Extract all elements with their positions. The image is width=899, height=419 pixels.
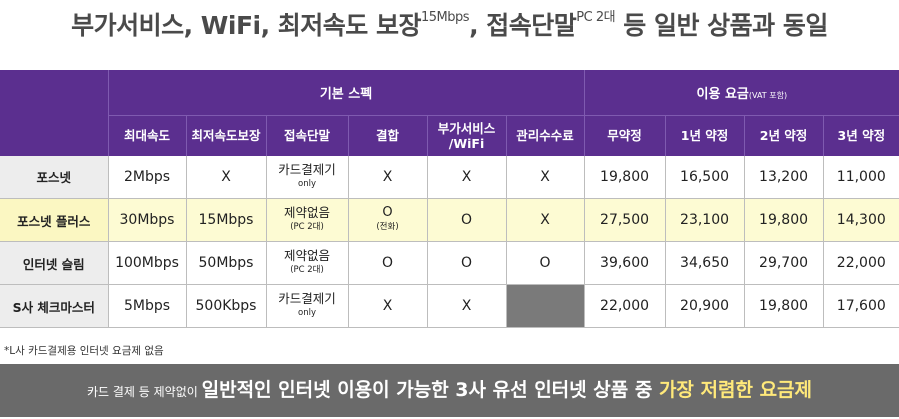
table-row-highlighted: 포스넷 플러스 30Mbps 15Mbps 제약없음 (PC 2대) O (전화) …	[0, 198, 899, 242]
group-header-basic-spec: 기본 스펙	[107, 70, 585, 115]
price-no-contract: 19,800	[583, 155, 666, 199]
device-main: 카드결제기	[278, 161, 336, 177]
group-header-fee: 이용 요금(VAT 포함)	[583, 70, 899, 115]
table-row: 포스넷 2Mbps X 카드결제기 only X X X 19,800 16,50…	[0, 155, 899, 199]
price-2yr: 13,200	[743, 155, 824, 199]
device-sub: (PC 2대)	[290, 222, 324, 232]
vat-note: (VAT 포함)	[748, 90, 788, 100]
table-row: 인터넷 슬림 100Mbps 50Mbps 제약없음 (PC 2대) O O O …	[0, 241, 899, 285]
min-speed-cell: 500Kbps	[185, 284, 266, 328]
price-no-contract: 22,000	[583, 284, 666, 328]
price-3yr: 22,000	[822, 241, 899, 285]
min-speed-cell: X	[185, 155, 266, 199]
bundle-sub: (전화)	[376, 222, 399, 232]
col-header-2yr: 2년 약정	[743, 114, 824, 156]
bundle-cell: O (전화)	[347, 198, 427, 242]
price-2yr: 29,700	[743, 241, 824, 285]
comparison-table: 기본 스펙 이용 요금(VAT 포함) 최대속도 최저속도보장 접속단말 결합 …	[0, 70, 899, 328]
extra-cell: O	[426, 198, 506, 242]
max-speed-cell: 5Mbps	[107, 284, 186, 328]
price-no-contract: 27,500	[583, 198, 666, 242]
device-main: 카드결제기	[278, 291, 336, 306]
mgmt-fee-cell: X	[505, 155, 585, 199]
mgmt-fee-cell: X	[505, 198, 585, 242]
title-sup-speed: 15Mbps	[421, 9, 470, 25]
bundle-main: O	[382, 205, 393, 220]
price-3yr: 14,300	[822, 198, 899, 242]
footnote: *L사 카드결제용 인터넷 요금제 없음	[4, 345, 164, 357]
device-cell: 카드결제기 only	[265, 155, 348, 199]
col-header-bundle: 결합	[347, 114, 427, 156]
col-header-max-speed: 최대속도	[107, 114, 186, 156]
device-cell: 제약없음 (PC 2대)	[265, 198, 348, 242]
max-speed-cell: 30Mbps	[107, 198, 186, 242]
price-3yr: 17,600	[822, 284, 899, 328]
title-part-1: 부가서비스, WiFi, 최저속도 보장	[71, 11, 422, 40]
device-sub: only	[298, 308, 316, 318]
price-1yr: 20,900	[664, 284, 745, 328]
table-row: S사 체크마스터 5Mbps 500Kbps 카드결제기 only X X 22,…	[0, 284, 899, 328]
price-1yr: 16,500	[664, 155, 745, 199]
row-label: 포스넷	[0, 155, 108, 199]
page-title: 부가서비스, WiFi, 최저속도 보장15Mbps, 접속단말PC 2대 등 …	[0, 6, 899, 42]
device-cell: 제약없음 (PC 2대)	[265, 241, 348, 285]
bundle-cell: X	[347, 284, 427, 328]
device-cell: 카드결제기 only	[265, 284, 348, 328]
banner-main-text: 일반적인 인터넷 이용이 가능한 3사 유선 인터넷 상품 중	[201, 379, 659, 401]
price-3yr: 11,000	[822, 155, 899, 199]
col-header-extra-line-2: /WiFi	[448, 135, 485, 151]
price-2yr: 19,800	[743, 198, 824, 242]
col-header-min-speed: 최저속도보장	[185, 114, 266, 156]
bundle-cell: X	[347, 155, 427, 199]
mgmt-fee-cell: O	[505, 241, 585, 285]
device-main: 제약없음	[283, 205, 330, 220]
price-no-contract: 39,600	[583, 241, 666, 285]
max-speed-cell: 100Mbps	[107, 241, 186, 285]
max-speed-cell: 2Mbps	[107, 155, 186, 199]
row-label: S사 체크마스터	[0, 284, 108, 328]
col-header-1yr: 1년 약정	[664, 114, 745, 156]
extra-cell: X	[426, 284, 506, 328]
col-header-extra-line-1: 부가서비스	[437, 120, 496, 136]
min-speed-cell: 15Mbps	[185, 198, 266, 242]
device-sub: only	[298, 178, 316, 189]
price-2yr: 19,800	[743, 284, 824, 328]
title-part-2: , 접속단말	[469, 11, 577, 40]
col-header-mgmt-fee: 관리수수료	[505, 114, 585, 156]
title-sup-device: PC 2대	[576, 9, 616, 25]
extra-cell: O	[426, 241, 506, 285]
bottom-banner: 카드 결제 등 제약없이 일반적인 인터넷 이용이 가능한 3사 유선 인터넷 …	[0, 364, 899, 417]
mgmt-fee-cell-unavailable	[505, 284, 585, 328]
group-header-fee-label: 이용 요금	[696, 86, 749, 102]
bundle-cell: O	[347, 241, 427, 285]
price-1yr: 34,650	[664, 241, 745, 285]
price-1yr: 23,100	[664, 198, 745, 242]
title-part-3: 등 일반 상품과 동일	[615, 11, 828, 40]
col-header-device: 접속단말	[265, 114, 348, 156]
banner-accent-text: 가장 저렴한 요금제	[658, 379, 813, 401]
col-header-extra-wifi: 부가서비스/WiFi	[426, 114, 506, 156]
device-sub: (PC 2대)	[290, 265, 324, 275]
min-speed-cell: 50Mbps	[185, 241, 266, 285]
col-header-3yr: 3년 약정	[822, 114, 899, 156]
row-label: 인터넷 슬림	[0, 241, 108, 285]
banner-small-text: 카드 결제 등 제약없이	[86, 385, 202, 399]
row-label: 포스넷 플러스	[0, 198, 108, 242]
extra-cell: X	[426, 155, 506, 199]
device-main: 제약없음	[283, 248, 330, 263]
corner-header	[0, 70, 108, 156]
col-header-no-contract: 무약정	[583, 114, 666, 156]
